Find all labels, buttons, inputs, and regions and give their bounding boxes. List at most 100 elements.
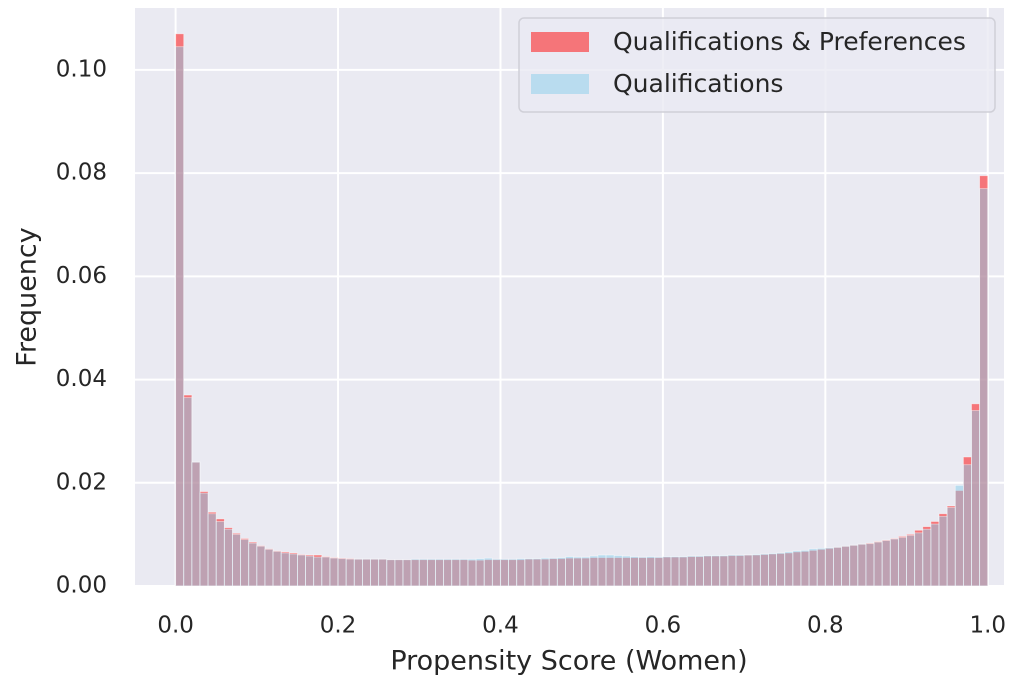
y-tick-label: 0.00 (56, 573, 107, 599)
bar (191, 461, 201, 587)
bar (914, 532, 924, 587)
bar (329, 557, 339, 587)
bar (565, 556, 574, 587)
bar (954, 484, 964, 587)
bar (223, 528, 233, 587)
bar (808, 548, 818, 587)
bar (516, 558, 526, 587)
bar (215, 521, 225, 587)
y-axis-label: Frequency (12, 227, 43, 367)
bar (386, 559, 396, 587)
bar (605, 554, 615, 587)
x-tick-label: 0.0 (157, 613, 194, 639)
bar (743, 554, 753, 587)
grid (135, 8, 1004, 587)
bar (613, 555, 623, 587)
bar (264, 548, 274, 587)
bar (703, 555, 713, 587)
bar (288, 553, 298, 587)
bar (240, 539, 250, 587)
bar (735, 554, 745, 587)
bar (971, 410, 981, 587)
bar (175, 46, 185, 587)
x-tick-label: 0.6 (645, 613, 682, 639)
x-tick-label: 0.2 (320, 613, 357, 639)
bar (849, 544, 859, 587)
bar (199, 492, 209, 587)
x-tick-label: 1.0 (969, 613, 1006, 639)
bar (321, 556, 331, 587)
bar (686, 555, 696, 587)
legend-box (518, 17, 996, 113)
bar (768, 553, 777, 587)
bar (824, 547, 834, 587)
bar (532, 558, 542, 587)
bar (841, 545, 851, 587)
bar (792, 550, 802, 587)
bar (759, 553, 769, 587)
bar (573, 556, 583, 587)
bar (889, 538, 899, 587)
bar (410, 558, 420, 587)
bar (435, 558, 445, 587)
bar (548, 557, 558, 587)
bar (694, 555, 704, 587)
bar (719, 555, 729, 587)
bar (500, 558, 509, 587)
bar (443, 558, 453, 587)
bar (930, 523, 940, 587)
bar (962, 464, 972, 587)
bar (426, 558, 436, 587)
legend: Qualifications & Preferences Qualificatio… (518, 17, 996, 113)
bar (898, 537, 907, 587)
bar (881, 540, 891, 587)
bar (394, 559, 404, 587)
bar (946, 507, 956, 587)
bar (784, 551, 794, 587)
bar (597, 554, 607, 587)
bar (402, 559, 412, 587)
bar (280, 552, 290, 587)
y-tick-label: 0.04 (56, 366, 107, 392)
bar (678, 556, 688, 587)
bar (248, 542, 258, 587)
bar (524, 558, 534, 587)
bar (556, 557, 566, 587)
x-tick-label: 0.8 (807, 613, 844, 639)
y-tick-label: 0.08 (56, 160, 107, 186)
bar (979, 188, 989, 587)
bar (800, 549, 810, 587)
bar (418, 558, 428, 587)
bar (207, 513, 217, 587)
bar (906, 535, 916, 587)
bar (727, 554, 737, 587)
bar (232, 533, 241, 587)
bar (370, 558, 380, 587)
bar (459, 558, 469, 587)
bar (581, 556, 591, 587)
bar (589, 555, 599, 587)
bar (776, 552, 786, 587)
bar (646, 556, 656, 587)
bar (833, 546, 842, 587)
bar (873, 541, 883, 587)
bar (337, 558, 347, 587)
bar (483, 557, 493, 587)
y-tick-label: 0.02 (56, 469, 107, 495)
bar (297, 554, 306, 587)
bar (865, 543, 875, 587)
bar (540, 557, 550, 587)
bar (467, 558, 477, 587)
legend-swatch (531, 32, 589, 52)
bar (475, 558, 485, 587)
bar (670, 556, 680, 587)
y-tick-label: 0.10 (56, 56, 107, 82)
bar (256, 545, 266, 587)
bar (711, 555, 721, 587)
bar (857, 543, 867, 587)
bar (313, 556, 323, 587)
bar (353, 558, 363, 587)
x-axis-label: Propensity Score (Women) (390, 646, 747, 677)
bars (175, 33, 989, 587)
